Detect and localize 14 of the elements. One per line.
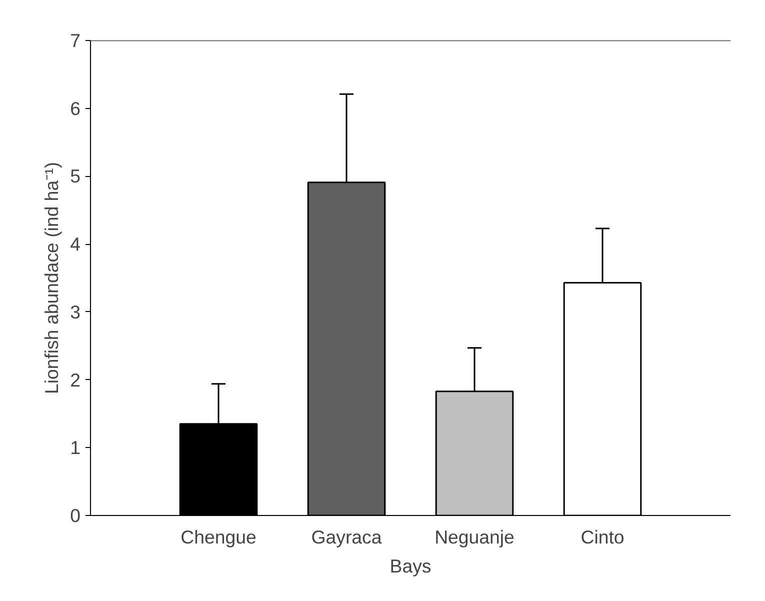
y-tick-label: 5 [70, 166, 81, 187]
y-tick-label: 6 [70, 98, 81, 119]
y-tick-label: 4 [70, 234, 81, 255]
y-tick-label: 0 [70, 505, 81, 526]
y-tick-label: 2 [70, 369, 81, 390]
x-tick-label: Chengue [180, 526, 256, 548]
y-tick-label: 3 [70, 301, 81, 322]
x-tick-label: Gayraca [311, 526, 382, 548]
y-tick-label: 1 [70, 437, 81, 458]
y-axis-title: Lionfish abundace (ind ha⁻¹) [41, 162, 62, 394]
x-axis-title: Bays [390, 556, 432, 576]
y-tick-label: 7 [70, 30, 81, 51]
x-tick-label: Cinto [580, 526, 624, 548]
x-tick-label: Neguanje [434, 526, 514, 548]
